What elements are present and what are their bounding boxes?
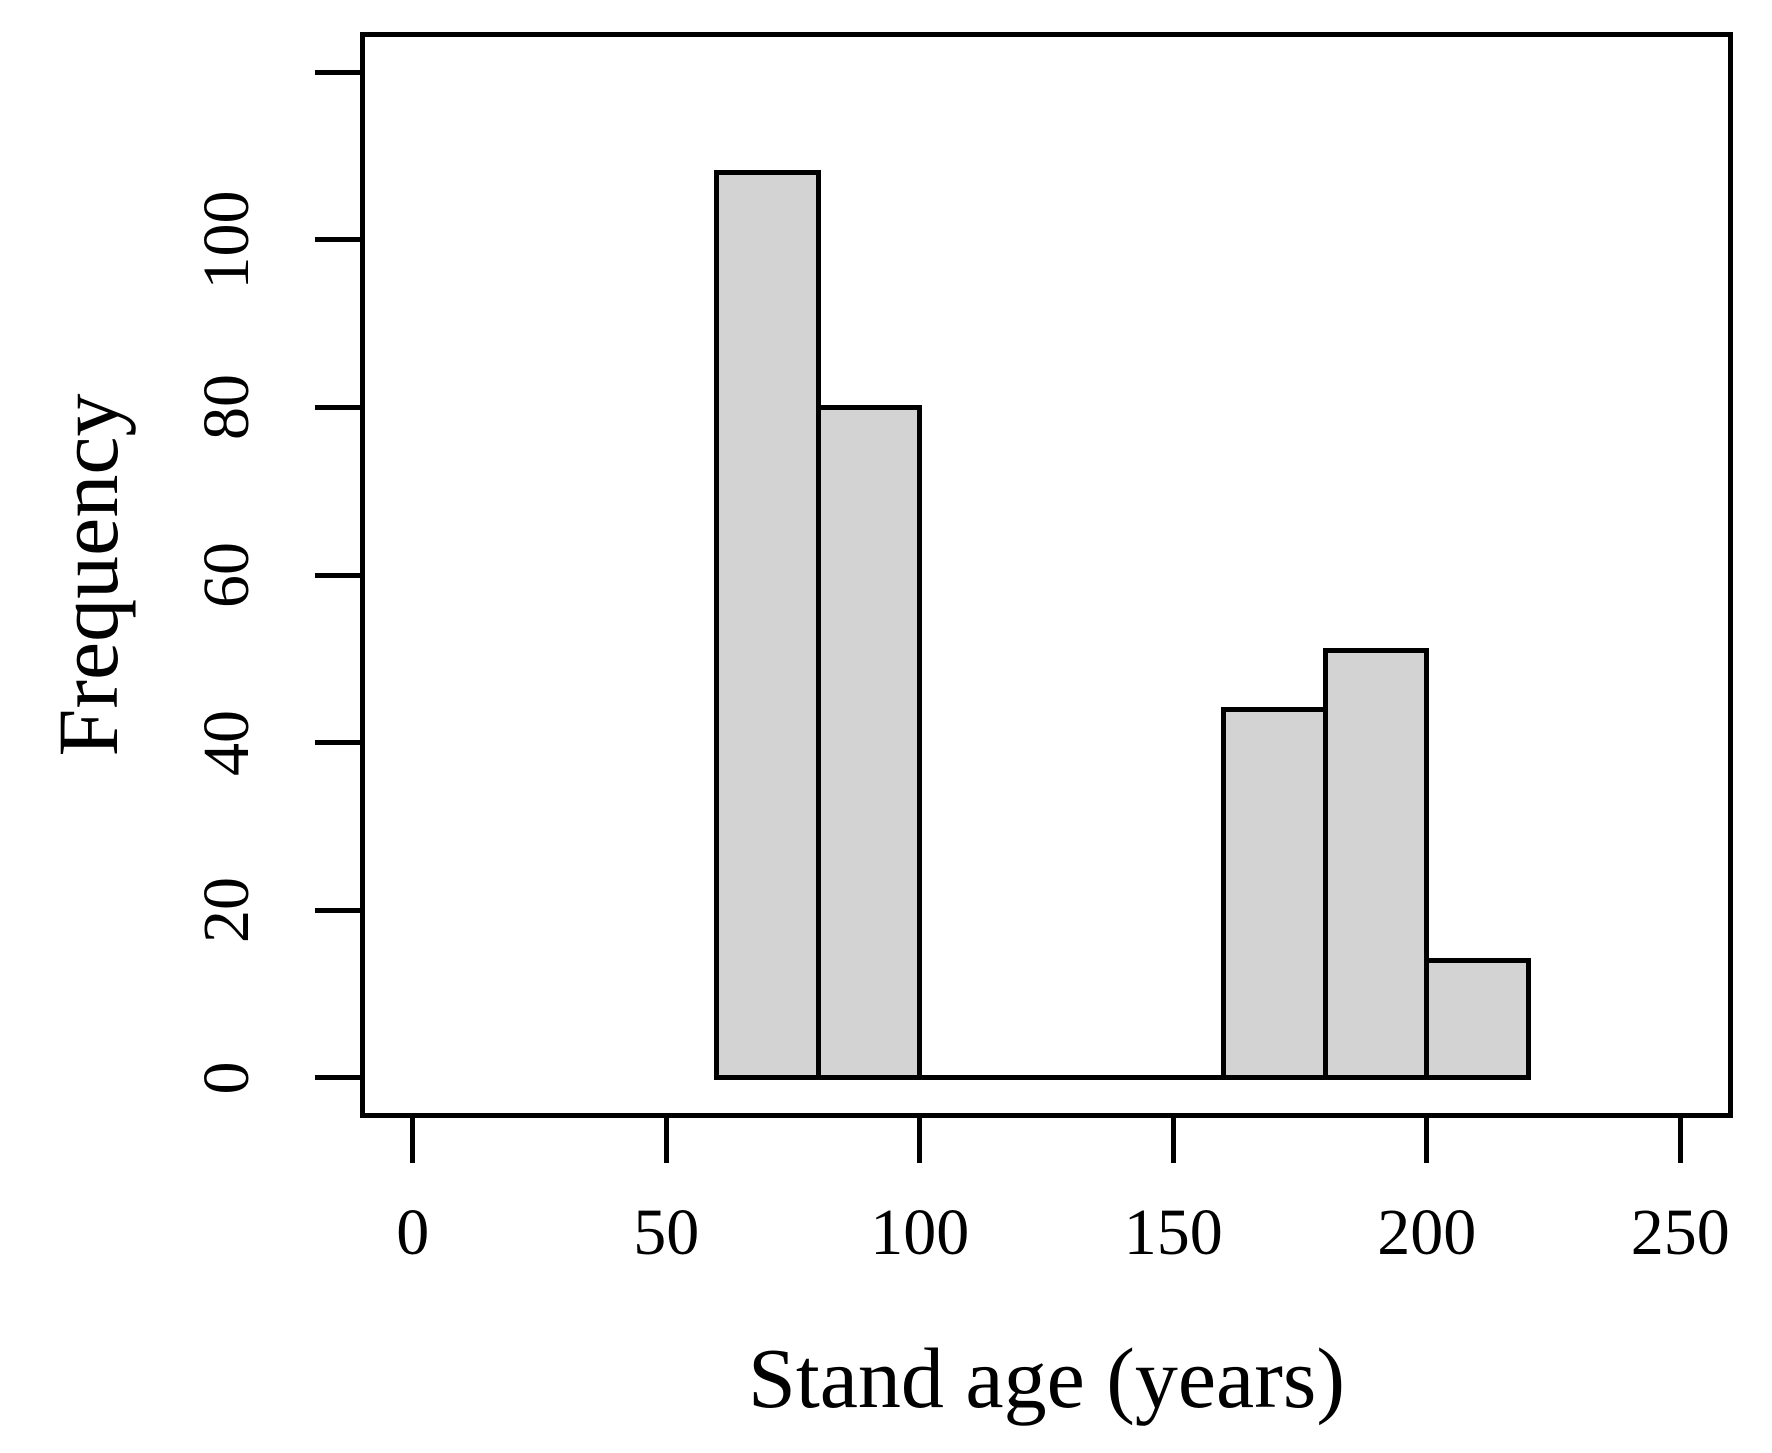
- x-tick: [917, 1118, 923, 1163]
- x-tick: [1424, 1118, 1430, 1163]
- y-tick-label: 40: [190, 709, 263, 776]
- y-tick: [315, 907, 360, 913]
- x-tick: [663, 1118, 669, 1163]
- histogram-bar: [1322, 647, 1430, 1081]
- x-tick-label: 250: [1630, 1196, 1730, 1269]
- x-tick-label: 50: [633, 1196, 700, 1269]
- zero-baseline: [714, 1075, 1531, 1081]
- x-tick: [410, 1118, 416, 1163]
- y-tick: [315, 404, 360, 410]
- x-tick-label: 0: [396, 1196, 430, 1269]
- x-tick: [1677, 1118, 1683, 1163]
- y-tick: [315, 572, 360, 578]
- y-tick: [315, 69, 360, 75]
- x-axis-title: Stand age (years): [748, 1330, 1345, 1426]
- x-tick-label: 200: [1377, 1196, 1477, 1269]
- x-tick-label: 100: [870, 1196, 970, 1269]
- plot-box: [360, 32, 1733, 1118]
- y-tick-label: 20: [190, 877, 263, 944]
- y-axis-title: Frequency: [40, 393, 136, 757]
- histogram-bar: [815, 404, 923, 1081]
- x-tick-label: 150: [1123, 1196, 1223, 1269]
- y-tick: [315, 237, 360, 243]
- y-tick-label: 0: [190, 1061, 263, 1095]
- y-tick-label: 80: [190, 374, 263, 441]
- x-tick: [1170, 1118, 1176, 1163]
- y-tick: [315, 1075, 360, 1081]
- y-tick: [315, 740, 360, 746]
- y-tick-label: 60: [190, 542, 263, 608]
- histogram-bar: [1221, 706, 1328, 1081]
- y-tick-label: 100: [190, 190, 263, 290]
- histogram-bar: [1424, 957, 1531, 1081]
- histogram-bar: [714, 170, 821, 1081]
